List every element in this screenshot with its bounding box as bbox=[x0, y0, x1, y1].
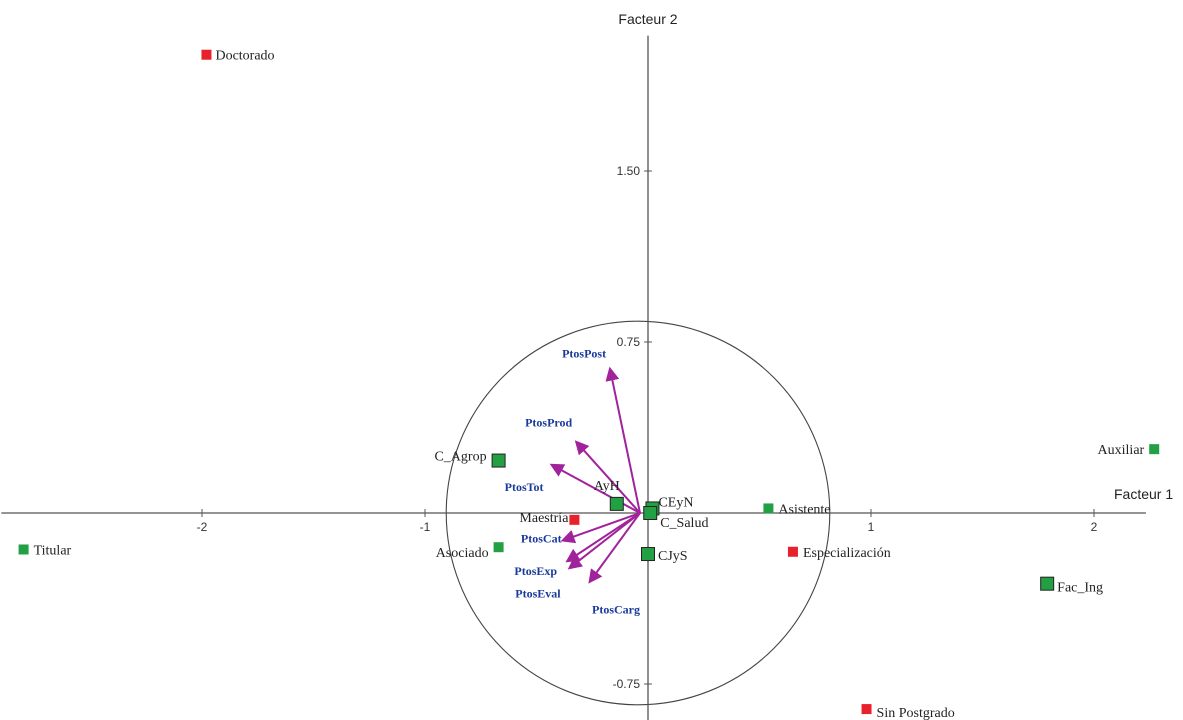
y-tick-label: 1.50 bbox=[617, 164, 641, 178]
variable-arrows bbox=[549, 366, 641, 584]
variable-label: PtosProd bbox=[525, 415, 572, 429]
variable-arrow bbox=[565, 512, 641, 563]
modality-points: Doctorado Maestría Especialización Sin Post… bbox=[201, 49, 955, 720]
variable-label: PtosTot bbox=[505, 480, 544, 494]
x-tick-label: -1 bbox=[420, 520, 431, 534]
variable-arrow bbox=[605, 366, 641, 514]
x-tick-label: 1 bbox=[868, 520, 875, 534]
supplementary-point bbox=[1040, 576, 1055, 591]
supplementary-point-label: Fac_Ing bbox=[1057, 581, 1103, 596]
modality-point bbox=[569, 514, 580, 525]
supplementary-point-label: C_Salud bbox=[660, 516, 708, 531]
supplementary-point bbox=[763, 503, 774, 514]
supplementary-point-label: Asociado bbox=[436, 546, 489, 561]
variable-arrow bbox=[560, 512, 641, 544]
modality-point-label: Maestría bbox=[519, 511, 569, 526]
variable-labels: PtosPost PtosProd PtosTot PtosCat PtosExp Pto… bbox=[505, 346, 640, 616]
variable-label: PtosExp bbox=[514, 564, 557, 578]
variable-arrow bbox=[588, 512, 641, 584]
supplementary-point-label: Asistente bbox=[778, 502, 830, 517]
supplementary-point bbox=[18, 544, 29, 555]
variable-label: PtosPost bbox=[562, 346, 606, 360]
supplementary-point bbox=[643, 506, 658, 520]
variable-arrow bbox=[574, 440, 641, 514]
modality-point-label: Sin Postgrado bbox=[877, 706, 955, 720]
variable-arrow bbox=[549, 463, 641, 514]
supplementary-point-label: CEyN bbox=[658, 495, 693, 510]
x-tick-label: -2 bbox=[197, 520, 208, 534]
modality-point-label: Doctorado bbox=[215, 49, 274, 64]
supplementary-point-label: Titular bbox=[34, 543, 72, 558]
supplementary-point bbox=[1149, 444, 1160, 455]
x-tick-label: 2 bbox=[1091, 520, 1098, 534]
y-ticks: 1.50 0.75 -0.75 bbox=[613, 164, 652, 691]
modality-point bbox=[787, 546, 798, 557]
variable-arrow bbox=[567, 512, 641, 570]
x-ticks: -2 -1 1 2 bbox=[197, 509, 1098, 534]
supplementary-point bbox=[641, 547, 655, 562]
y-tick-label: -0.75 bbox=[613, 677, 641, 691]
modality-point-label: Especialización bbox=[803, 546, 891, 561]
variable-label: PtosCarg bbox=[592, 602, 640, 616]
modality-point bbox=[201, 49, 212, 60]
supplementary-point bbox=[609, 496, 624, 511]
supplementary-point-label: CJyS bbox=[658, 549, 688, 564]
supplementary-point-label: Auxiliar bbox=[1098, 443, 1145, 458]
supplementary-points: Titular Asociado C_Agrop AyH CEyN C_Salud CJyS… bbox=[18, 443, 1160, 596]
y-axis-title: Facteur 2 bbox=[618, 11, 677, 27]
variable-label: PtosCat bbox=[521, 531, 562, 545]
x-axis-title: Facteur 1 bbox=[1114, 486, 1173, 502]
supplementary-point bbox=[493, 542, 504, 553]
supplementary-point-label: C_Agrop bbox=[434, 450, 486, 465]
y-tick-label: 0.75 bbox=[617, 335, 641, 349]
modality-point bbox=[861, 704, 872, 715]
supplementary-point bbox=[491, 453, 506, 468]
supplementary-point-label: AyH bbox=[594, 479, 620, 494]
variable-label: PtosEval bbox=[515, 587, 561, 601]
